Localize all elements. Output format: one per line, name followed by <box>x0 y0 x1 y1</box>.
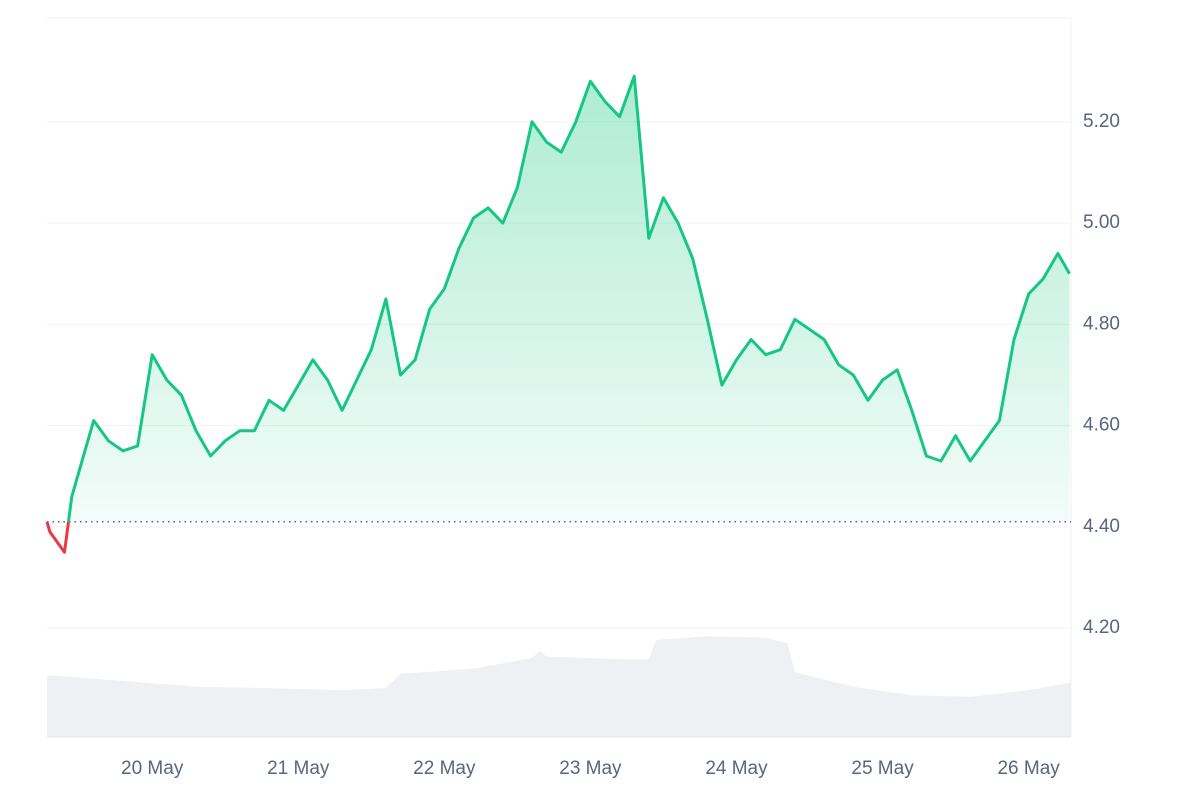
price-area <box>47 76 1070 522</box>
volume-area <box>47 636 1071 737</box>
y-tick-label: 4.60 <box>1083 415 1120 436</box>
x-tick-label: 21 May <box>267 758 330 779</box>
y-tick-label: 5.00 <box>1083 212 1120 233</box>
price-line-up <box>46 74 1071 522</box>
y-tick-label: 4.20 <box>1083 617 1120 638</box>
x-tick-label: 22 May <box>413 758 476 779</box>
x-tick-label: 23 May <box>559 758 622 779</box>
y-tick-label: 5.20 <box>1083 111 1120 132</box>
y-tick-label: 4.80 <box>1083 313 1120 334</box>
x-tick-label: 24 May <box>705 758 768 779</box>
y-tick-label: 4.40 <box>1083 516 1120 537</box>
x-tick-label: 26 May <box>997 758 1060 779</box>
x-tick-label: 25 May <box>851 758 914 779</box>
x-tick-label: 20 May <box>121 758 184 779</box>
